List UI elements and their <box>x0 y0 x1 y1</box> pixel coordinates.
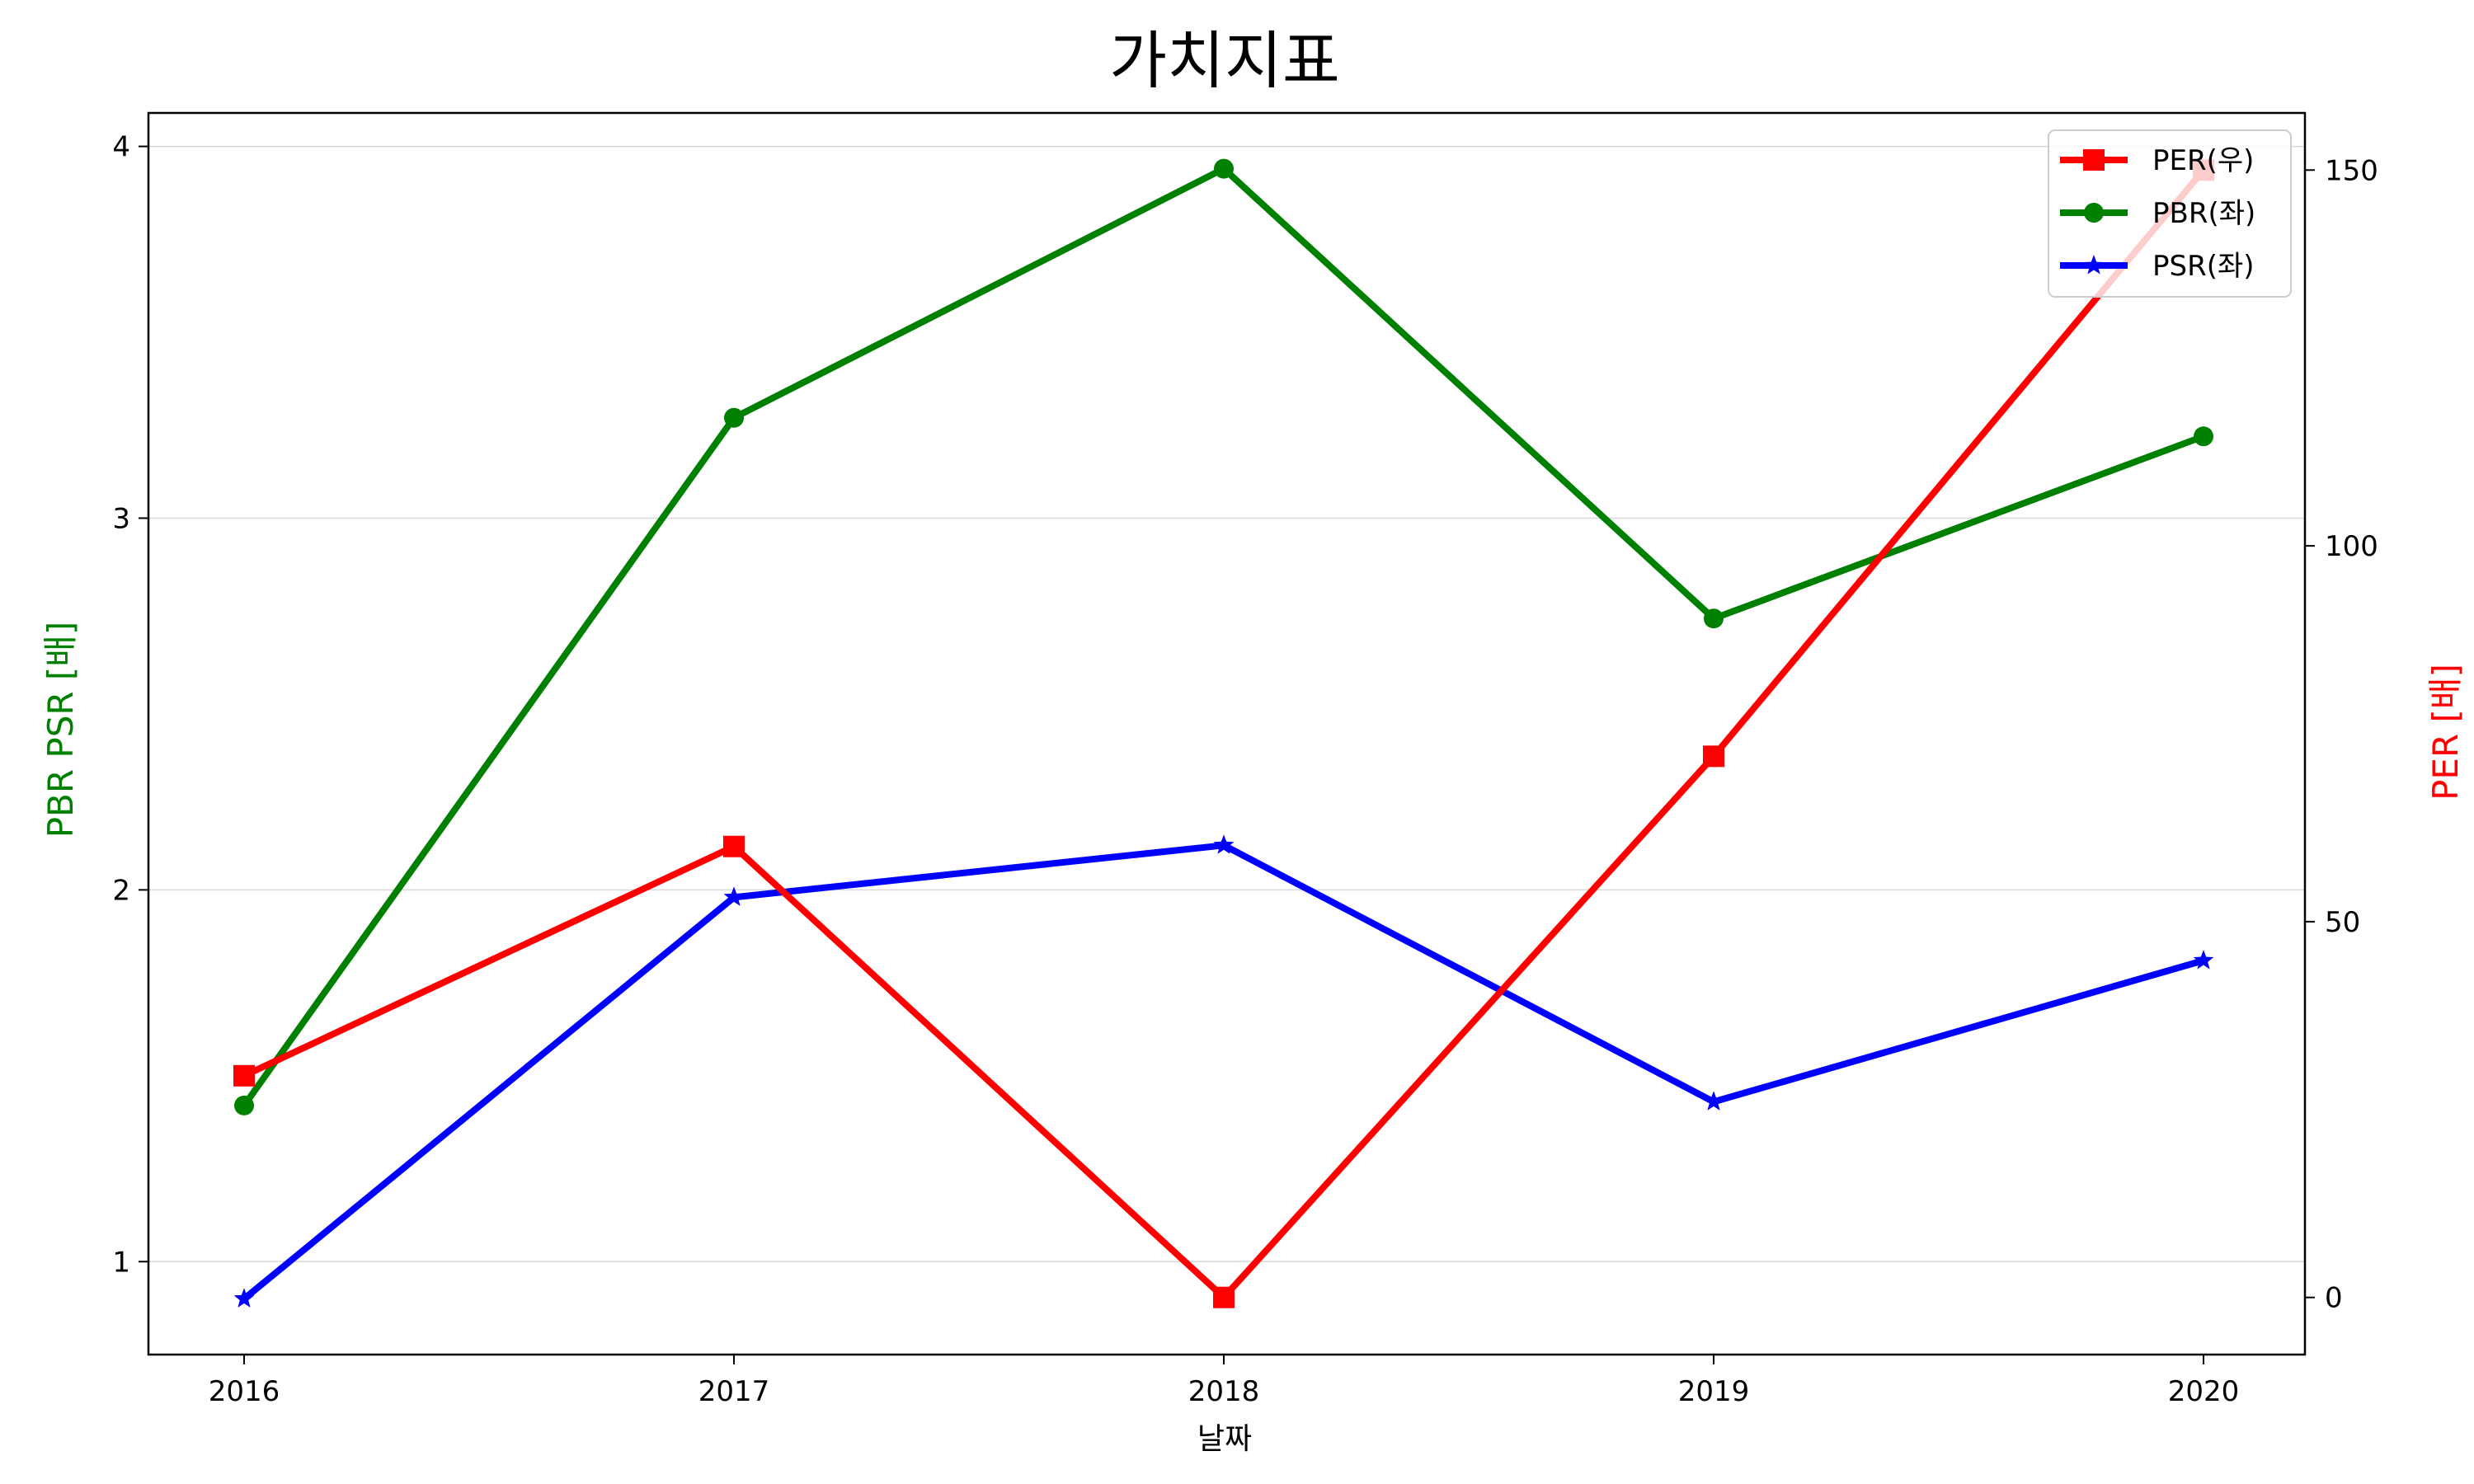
y-left-tick-label: 1 <box>112 1246 130 1279</box>
x-tick-label: 2018 <box>1188 1375 1260 1408</box>
y-right-tick-label: 0 <box>2325 1282 2343 1315</box>
data-point-circle <box>724 407 744 428</box>
y-right-tick-label: 100 <box>2325 530 2378 563</box>
series-0 <box>233 159 2214 1308</box>
legend: PER(우) PBR(좌) PSR(좌) <box>2048 129 2292 298</box>
series-line <box>242 842 2205 1302</box>
data-point-circle <box>2194 426 2213 447</box>
data-point-square <box>2083 149 2105 171</box>
data-point-star <box>1213 834 1235 854</box>
series-1 <box>234 158 2213 1115</box>
x-tick-label: 2019 <box>1678 1375 1750 1408</box>
data-point-circle <box>1214 158 1234 179</box>
x-tick-label: 2020 <box>2168 1375 2240 1408</box>
y-left-tick-label: 3 <box>112 502 130 535</box>
x-tick-label: 2016 <box>209 1375 280 1408</box>
y-axis-right-label: PER [배] <box>2425 664 2466 801</box>
y-axis-left-label: PBR PSR [배] <box>40 622 81 838</box>
data-point-square <box>723 835 745 857</box>
data-point-circle <box>2084 203 2104 223</box>
gridlines <box>148 145 2305 1263</box>
chart-title: 가치지표 <box>1109 24 1340 97</box>
series-lines <box>233 158 2214 1308</box>
x-axis: 2016 2017 2018 2019 2020 <box>209 1355 2240 1408</box>
data-point-star <box>723 886 745 906</box>
y-axis-left: 1 2 3 4 <box>112 131 148 1279</box>
legend-box <box>2048 129 2292 298</box>
x-tick-label: 2017 <box>698 1375 770 1408</box>
data-point-circle <box>234 1095 254 1115</box>
y-right-tick-label: 150 <box>2325 154 2378 187</box>
plot-frame <box>147 111 2307 1356</box>
series-2 <box>233 834 2214 1308</box>
data-point-square <box>1213 1286 1235 1308</box>
data-point-star <box>233 1288 255 1308</box>
y-right-tick-label: 50 <box>2325 906 2360 939</box>
data-point-star <box>1703 1091 1724 1111</box>
data-point-square <box>233 1064 255 1087</box>
series-line <box>242 167 2207 1301</box>
series-line <box>241 165 2205 1108</box>
legend-label: PSR(좌) <box>2152 250 2255 283</box>
data-point-star <box>2193 950 2214 970</box>
data-point-star <box>2083 255 2105 275</box>
legend-label: PBR(좌) <box>2152 197 2255 230</box>
y-axis-right: 0 50 100 150 <box>2305 154 2378 1315</box>
y-left-tick-label: 4 <box>112 131 130 164</box>
data-point-circle <box>1704 608 1724 629</box>
x-axis-label: 날짜 <box>1197 1422 1252 1456</box>
y-left-tick-label: 2 <box>112 874 130 907</box>
data-point-square <box>1703 745 1724 768</box>
legend-label: PER(우) <box>2152 144 2254 177</box>
